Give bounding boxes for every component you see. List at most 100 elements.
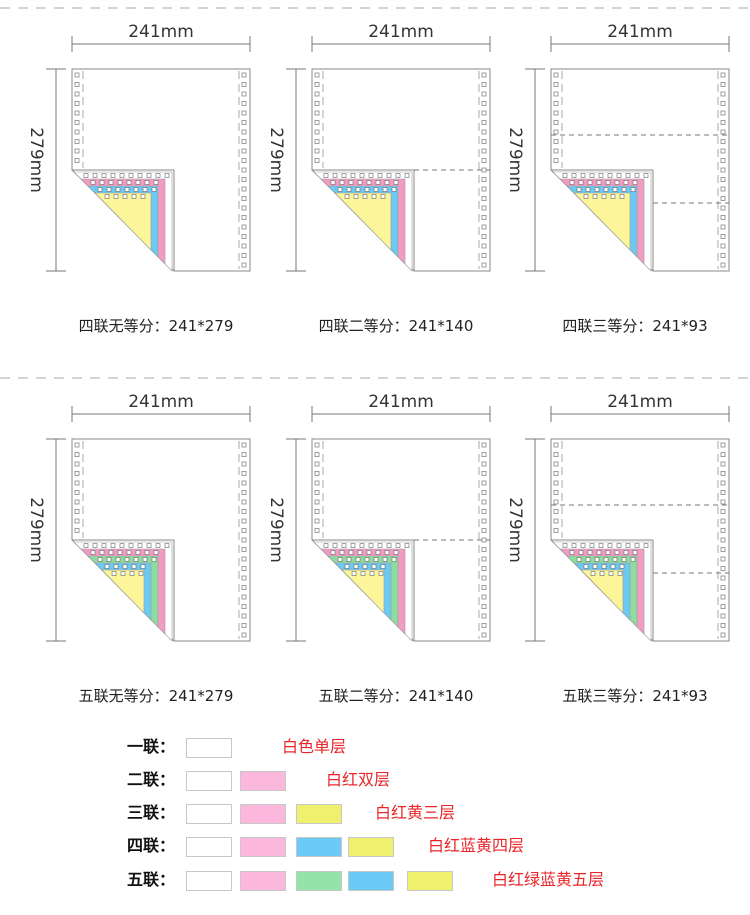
sprocket-hole: [377, 543, 383, 548]
sprocket-hole: [623, 180, 629, 185]
sprocket-hole: [137, 173, 143, 178]
sprocket-hole: [241, 566, 247, 571]
color-swatch: [240, 871, 286, 891]
sprocket-hole: [481, 243, 487, 249]
sprocket-hole: [720, 547, 726, 552]
height-label: 279mm: [505, 127, 525, 193]
sprocket-hole: [359, 173, 365, 178]
sprocket-hole: [373, 187, 379, 192]
width-label: 241mm: [607, 22, 673, 42]
sprocket-hole: [720, 186, 726, 192]
sprocket-hole: [74, 101, 80, 106]
sprocket-hole: [643, 173, 649, 178]
sprocket-hole: [384, 180, 390, 185]
sprocket-hole: [366, 180, 372, 185]
sprocket-hole: [83, 543, 89, 548]
sprocket-hole: [364, 187, 370, 192]
sprocket-hole: [720, 480, 726, 486]
sprocket-hole: [481, 205, 487, 211]
sprocket-hole: [481, 262, 487, 268]
sprocket-hole: [74, 442, 80, 448]
sprocket-hole: [592, 194, 598, 199]
sprocket-hole: [599, 571, 605, 576]
sprocket-hole: [104, 564, 110, 569]
sprocket-hole: [720, 594, 726, 600]
sprocket-hole: [720, 604, 726, 609]
sprocket-hole: [151, 187, 157, 192]
sprocket-hole: [323, 173, 329, 178]
sprocket-hole: [720, 158, 726, 163]
sprocket-hole: [481, 224, 487, 230]
sprocket-hole: [378, 571, 384, 576]
sprocket-hole: [74, 452, 80, 457]
sprocket-hole: [164, 543, 170, 548]
sprocket-hole: [241, 509, 247, 514]
sprocket-hole: [578, 550, 584, 555]
sprocket-hole: [241, 499, 247, 505]
sprocket-hole: [720, 623, 726, 628]
height-label: 279mm: [266, 497, 286, 563]
sprocket-hole: [241, 604, 247, 609]
sprocket-hole: [359, 543, 365, 548]
height-label: 279mm: [505, 497, 525, 563]
sprocket-hole: [481, 613, 487, 619]
sprocket-hole: [481, 537, 487, 543]
sprocket-hole: [720, 139, 726, 144]
sprocket-hole: [404, 173, 410, 178]
sprocket-hole: [241, 101, 247, 106]
sprocket-hole: [553, 120, 559, 125]
sprocket-hole: [241, 148, 247, 154]
sprocket-hole: [153, 180, 159, 185]
legend-description: 白红蓝黄四层: [428, 836, 525, 855]
sprocket-hole: [571, 173, 577, 178]
sprocket-hole: [122, 564, 128, 569]
sprocket-hole: [720, 613, 726, 619]
sprocket-hole: [350, 543, 356, 548]
legend-row: 三联： 白红黄三层: [0, 802, 750, 824]
sprocket-hole: [314, 452, 320, 457]
sprocket-hole: [587, 180, 593, 185]
color-swatch: [240, 837, 286, 857]
sprocket-hole: [241, 196, 247, 201]
sprocket-hole: [131, 194, 137, 199]
sprocket-hole: [607, 173, 613, 178]
sprocket-hole: [330, 550, 336, 555]
sprocket-hole: [74, 82, 80, 87]
sprocket-hole: [481, 101, 487, 106]
sprocket-hole: [481, 499, 487, 505]
sprocket-hole: [110, 543, 116, 548]
sprocket-hole: [314, 471, 320, 476]
sprocket-hole: [391, 187, 397, 192]
sprocket-hole: [151, 557, 157, 562]
sprocket-hole: [128, 543, 134, 548]
sprocket-hole: [314, 139, 320, 144]
legend-ply-label: 一联：: [127, 737, 176, 756]
sprocket-hole: [74, 490, 80, 495]
sprocket-hole: [314, 129, 320, 135]
diagram-caption: 五联三等分：241*93: [562, 687, 707, 705]
sprocket-hole: [314, 91, 320, 97]
sprocket-hole: [720, 110, 726, 116]
sprocket-hole: [481, 72, 487, 78]
diagram-caption: 五联二等分：241*140: [319, 687, 474, 705]
legend-ply-label: 三联：: [127, 803, 176, 822]
sprocket-hole: [481, 91, 487, 97]
sprocket-hole: [119, 543, 125, 548]
sprocket-hole: [142, 187, 148, 192]
sprocket-hole: [371, 194, 377, 199]
sprocket-hole: [596, 550, 602, 555]
sprocket-hole: [576, 187, 582, 192]
sprocket-hole: [344, 194, 350, 199]
sprocket-hole: [357, 550, 363, 555]
sprocket-hole: [241, 224, 247, 230]
sprocket-hole: [83, 173, 89, 178]
diagram-caption: 四联二等分：241*140: [319, 317, 474, 335]
sprocket-hole: [164, 173, 170, 178]
sprocket-hole: [241, 461, 247, 467]
sprocket-hole: [720, 575, 726, 581]
sprocket-hole: [720, 215, 726, 220]
sprocket-hole: [720, 632, 726, 638]
sprocket-hole: [380, 194, 386, 199]
sprocket-hole: [241, 262, 247, 268]
sprocket-hole: [314, 148, 320, 154]
